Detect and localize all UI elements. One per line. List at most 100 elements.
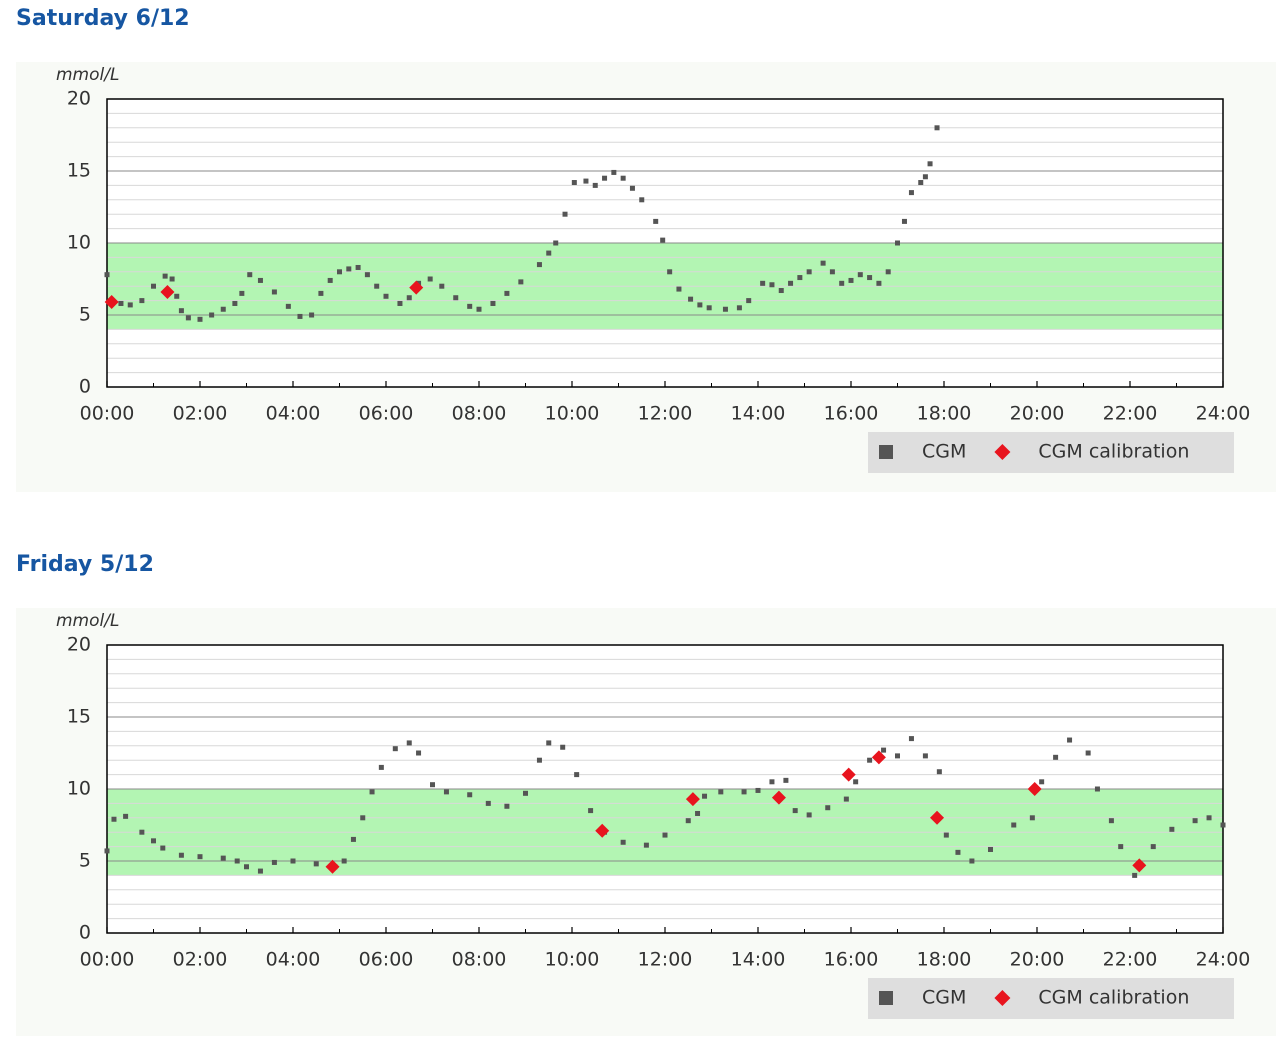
cgm-point: [588, 808, 594, 814]
legend-box: [868, 432, 1234, 473]
cgm-point: [901, 218, 907, 224]
cgm-point: [197, 316, 203, 322]
legend-marker: [994, 990, 1011, 1006]
cgm-point: [741, 789, 747, 795]
cgm-point: [504, 290, 510, 296]
cgm-point: [560, 744, 566, 750]
cgm-point: [792, 808, 798, 814]
cgm-point: [676, 286, 682, 292]
calibration-point: [841, 767, 856, 782]
cgm-point: [406, 295, 412, 301]
cgm-point: [374, 283, 380, 289]
cgm-point: [151, 283, 156, 289]
cgm-point: [123, 813, 129, 819]
cgm-point: [1220, 822, 1226, 828]
cgm-point: [562, 211, 568, 217]
legend-marker: [994, 444, 1011, 460]
cgm-point: [653, 218, 659, 224]
cgm-point: [927, 161, 933, 167]
cgm-point: [257, 868, 263, 874]
cgm-point: [660, 237, 666, 243]
cgm-point: [239, 290, 245, 296]
calibration-point: [595, 823, 610, 838]
x-tick-label: 04:00: [266, 949, 321, 971]
y-tick-label: 5: [79, 304, 91, 326]
cgm-point: [806, 812, 812, 818]
cgm-point: [857, 272, 863, 278]
cgm-point: [162, 273, 168, 279]
cgm-point: [151, 838, 156, 844]
cgm-point: [702, 793, 708, 799]
x-tick-label: 06:00: [359, 949, 414, 971]
y-axis-label: mmol/L: [56, 611, 119, 631]
y-tick-label: 15: [67, 160, 91, 182]
cgm-point: [639, 197, 645, 203]
x-tick-label: 00:00: [80, 949, 135, 971]
x-tick-label: 16:00: [824, 403, 879, 425]
legend-box: [868, 978, 1234, 1019]
cgm-point: [718, 789, 724, 795]
cgm-point: [943, 832, 949, 838]
cgm-point: [257, 277, 263, 283]
cgm-point: [848, 277, 854, 283]
cgm-point: [111, 816, 117, 822]
x-tick-label: 06:00: [359, 403, 414, 425]
cgm-point: [118, 300, 124, 306]
y-tick-label: 5: [79, 850, 91, 872]
cgm-point: [139, 298, 145, 304]
legend-label: CGM: [922, 987, 966, 1009]
calibration-point: [104, 295, 119, 310]
cgm-point: [234, 858, 240, 864]
cgm-point: [476, 306, 482, 312]
cgm-point: [337, 269, 342, 275]
cgm-point: [881, 747, 887, 753]
cgm-point: [232, 300, 238, 306]
cgm-point: [406, 740, 412, 746]
x-tick-label: 14:00: [731, 403, 786, 425]
cgm-point: [829, 269, 835, 275]
cgm-point: [706, 305, 712, 311]
y-tick-label: 20: [67, 634, 91, 656]
cgm-point: [571, 180, 577, 186]
cgm-point: [1053, 754, 1059, 760]
cgm-point: [592, 182, 598, 188]
cgm-point: [1150, 844, 1156, 850]
cgm-point: [453, 295, 459, 301]
cgm-point: [104, 848, 110, 854]
cgm-point: [1039, 779, 1045, 785]
cgm-point: [1094, 786, 1100, 792]
cgm-point: [918, 180, 924, 186]
cgm-point: [518, 279, 524, 285]
legend-marker: [879, 991, 893, 1005]
cgm-point: [427, 276, 433, 282]
cgm-point: [825, 805, 831, 811]
cgm-point: [574, 772, 580, 778]
cgm-point: [536, 262, 542, 268]
cgm-point: [485, 800, 491, 806]
cgm-point: [546, 250, 552, 256]
cgm-point: [1108, 818, 1114, 824]
cgm-point: [378, 764, 384, 770]
cgm-point: [504, 803, 510, 809]
chart-title: Friday 5/12: [16, 552, 154, 577]
cgm-point: [490, 300, 496, 306]
x-tick-label: 20:00: [1010, 403, 1065, 425]
cgm-point: [1206, 815, 1212, 821]
cgm-point: [160, 845, 166, 851]
x-tick-label: 10:00: [545, 403, 600, 425]
cgm-point: [360, 815, 366, 821]
legend-label: CGM calibration: [1038, 987, 1189, 1009]
cgm-point: [104, 272, 110, 278]
cgm-point: [867, 275, 873, 281]
cgm-point: [244, 864, 249, 870]
cgm-point: [643, 842, 649, 848]
x-tick-label: 04:00: [266, 403, 321, 425]
cgm-point: [760, 280, 766, 286]
cgm-point: [346, 266, 352, 272]
calibration-point: [160, 284, 175, 299]
cgm-point: [955, 849, 961, 855]
x-tick-label: 22:00: [1103, 403, 1158, 425]
cgm-point: [169, 276, 175, 282]
cgm-point: [797, 275, 803, 281]
